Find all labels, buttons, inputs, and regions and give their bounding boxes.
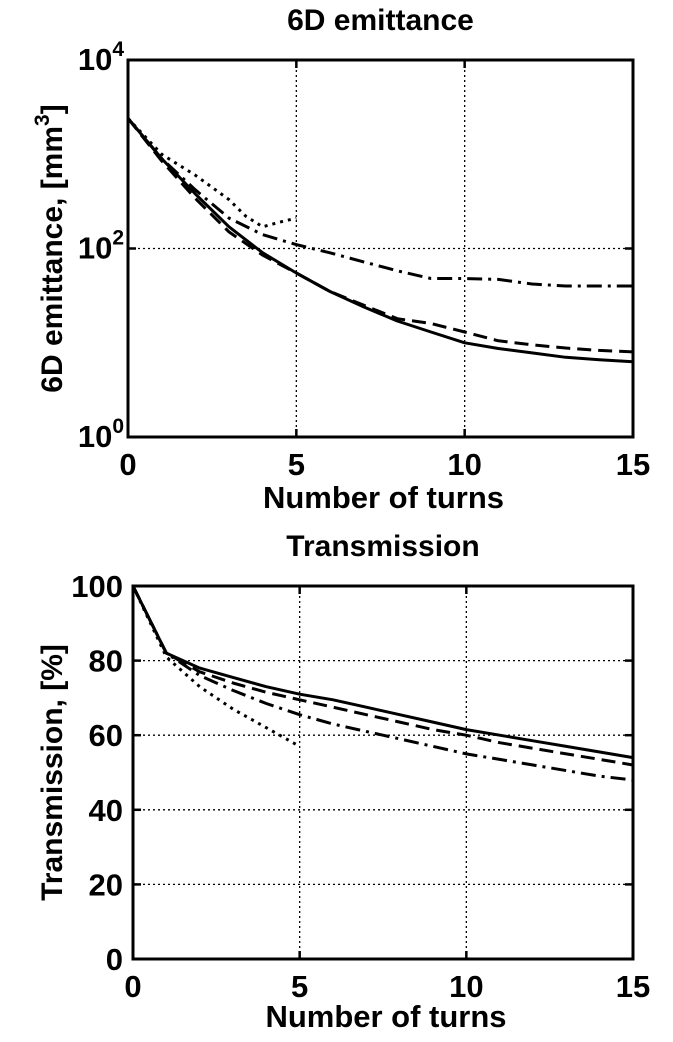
series-line-dashdot xyxy=(131,585,634,782)
chart-title: 6D emittance xyxy=(287,4,474,37)
y-axis-label-main: 6D emittance, [mm xyxy=(36,126,69,393)
chart-title: Transmission xyxy=(286,530,479,563)
y-tick-base: 10 xyxy=(78,42,112,77)
x-tick-label: 10 xyxy=(449,969,483,1004)
x-axis-label: Number of turns xyxy=(265,999,506,1034)
chart-panel-2: 0 5 10 15 0 20 40 60 80 100 Transmission Number of … xyxy=(36,530,650,1034)
y-tick-exponent: 4 xyxy=(112,38,124,61)
y-tick-label: 40 xyxy=(89,793,123,828)
x-tick-label: 15 xyxy=(616,969,650,1004)
axes-frame xyxy=(131,584,635,961)
x-axis-label: Number of turns xyxy=(263,480,504,515)
x-tick-label: 10 xyxy=(447,447,481,482)
y-tick-base: 10 xyxy=(78,419,112,454)
series-line-dashed xyxy=(126,117,634,354)
x-tick-label: 0 xyxy=(119,447,136,482)
y-axis-label-close: ] xyxy=(36,104,69,114)
y-tick-exponent: 2 xyxy=(112,227,124,250)
y-axis-label-main: Transmission, [%] xyxy=(36,644,69,901)
y-axis-label: Transmission, [%] xyxy=(36,644,69,901)
x-tick-label: 5 xyxy=(288,447,305,482)
series-line-solid xyxy=(131,585,634,760)
series-line-solid xyxy=(126,117,634,364)
x-tick-label: 15 xyxy=(616,447,650,482)
y-tick-label: 102 xyxy=(78,227,124,266)
series-line-dashed xyxy=(131,585,634,767)
y-tick-label: 20 xyxy=(89,867,123,902)
x-tick-label: 5 xyxy=(291,969,308,1004)
y-tick-label: 80 xyxy=(89,644,123,679)
y-tick-label: 60 xyxy=(89,718,123,753)
x-tick-label: 0 xyxy=(124,969,141,1004)
y-tick-exponent: 0 xyxy=(112,415,124,438)
y-tick-label: 104 xyxy=(78,38,124,77)
y-tick-base: 10 xyxy=(78,231,112,266)
y-axis-label-superscript: 3 xyxy=(31,114,54,126)
y-tick-label: 100 xyxy=(71,569,123,604)
series-line-dashdot xyxy=(126,117,633,288)
series-line-dotted xyxy=(131,585,301,748)
y-tick-label: 100 xyxy=(78,415,124,454)
y-axis-label: 6D emittance, [mm3] xyxy=(31,104,69,392)
y-tick-label: 0 xyxy=(106,942,123,977)
